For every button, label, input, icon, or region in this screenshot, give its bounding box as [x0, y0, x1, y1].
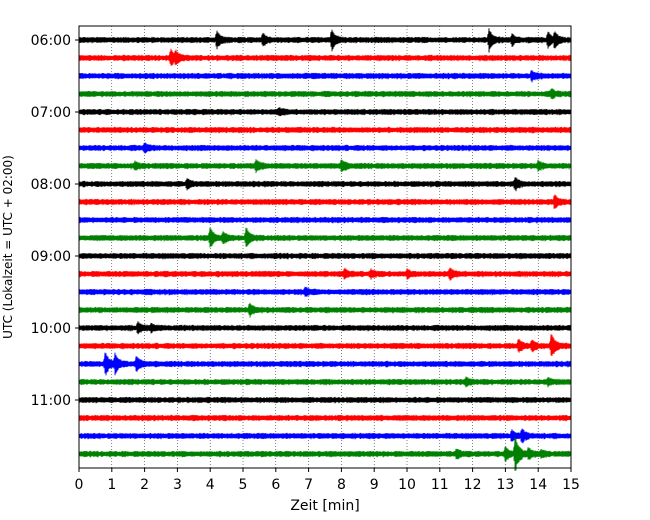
trace-0815 [78, 194, 572, 209]
x-tick-label: 11 [431, 477, 449, 493]
trace-1145 [78, 437, 572, 472]
trace-0900 [78, 252, 572, 260]
trace-1100 [78, 396, 572, 404]
x-tick-label: 12 [464, 477, 482, 493]
y-tick-label: 07:00 [31, 105, 71, 121]
y-tick-label: 09:00 [31, 249, 71, 265]
trace-0700 [78, 107, 572, 117]
x-tick-label: 9 [370, 477, 379, 493]
trace-0800 [78, 177, 572, 192]
x-tick-label: 4 [206, 477, 215, 493]
y-tick-label: 10:00 [31, 321, 71, 337]
x-tick-label: 15 [562, 477, 580, 493]
x-tick-label: 10 [398, 477, 416, 493]
trace-1115 [78, 414, 572, 422]
x-tick-label: 14 [529, 477, 547, 493]
trace-0745 [78, 159, 572, 174]
trace-0945 [78, 302, 572, 318]
trace-0730 [78, 142, 572, 154]
x-tick-label: 1 [107, 477, 116, 493]
trace-group [78, 28, 572, 472]
x-tick-label: 7 [304, 477, 313, 493]
x-tick-label: 13 [496, 477, 514, 493]
trace-0830 [78, 216, 572, 224]
x-tick-label: 2 [140, 477, 149, 493]
trace-0845 [78, 227, 572, 248]
x-tick-label: 5 [239, 477, 248, 493]
trace-0930 [78, 286, 572, 297]
trace-0915 [78, 267, 572, 281]
trace-1130 [78, 428, 572, 444]
x-tick-label: 6 [271, 477, 280, 493]
y-tick-label: 06:00 [31, 33, 71, 49]
x-axis-label: Zeit [min] [290, 498, 359, 514]
trace-0715 [78, 126, 572, 134]
trace-0645 [78, 88, 572, 100]
x-axis: 0 1 2 3 4 5 6 7 8 9 10 11 12 13 14 15 [75, 468, 580, 493]
trace-0615 [78, 48, 572, 66]
y-tick-label: 08:00 [31, 177, 71, 193]
y-axis: 06:00 07:00 08:00 09:00 10:00 11:00 [31, 33, 79, 409]
trace-1000 [78, 321, 572, 335]
x-tick-label: 0 [75, 477, 84, 493]
x-tick-label: 8 [337, 477, 346, 493]
trace-0600 [78, 28, 572, 53]
y-axis-label: UTC (Lokalzeit = UTC + 02:00) [1, 155, 15, 339]
y-tick-label: 11:00 [31, 393, 71, 409]
x-tick-label: 3 [173, 477, 182, 493]
trace-1045 [78, 376, 572, 388]
trace-0630 [78, 69, 572, 83]
trace-1015 [78, 334, 572, 357]
trace-1030 [78, 352, 572, 376]
plot-frame [78, 25, 572, 469]
